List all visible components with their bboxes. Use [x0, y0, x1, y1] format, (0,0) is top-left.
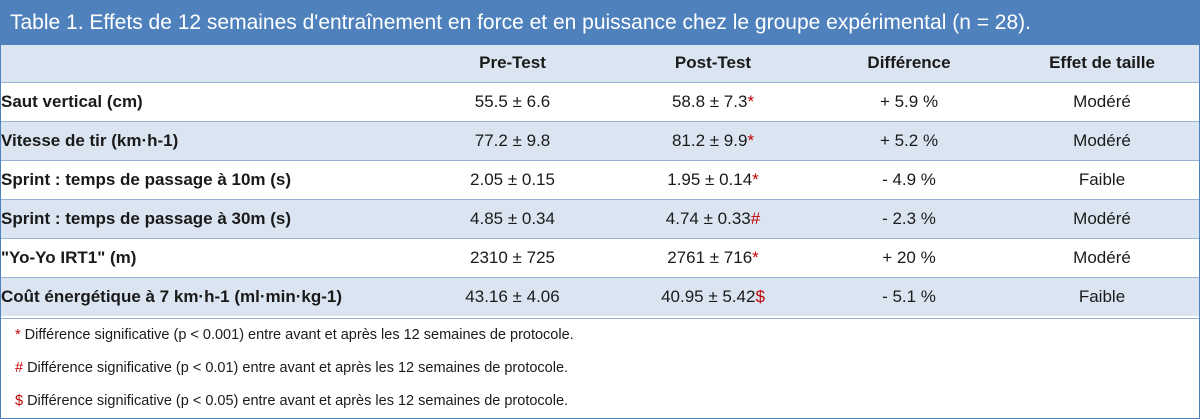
- table-row: Vitesse de tir (km·h-1) 77.2 ± 9.8 81.2 …: [1, 120, 1199, 160]
- post-test-cell: 58.8 ± 7.3*: [613, 81, 813, 121]
- column-header-label: [1, 45, 412, 82]
- effect-size-value: Modéré: [1005, 237, 1199, 277]
- significance-mark: #: [750, 208, 761, 228]
- footnote-text: Différence significative (p < 0.001) ent…: [24, 327, 574, 343]
- difference-value: + 5.9 %: [813, 81, 1005, 121]
- header-row: Pre-Test Post-Test Différence Effet de t…: [1, 45, 1199, 82]
- column-header-effect-size: Effet de taille: [1005, 45, 1199, 82]
- table-row: Sprint : temps de passage à 30m (s) 4.85…: [1, 198, 1199, 238]
- post-test-cell: 81.2 ± 9.9*: [613, 120, 813, 160]
- row-label: Vitesse de tir (km·h-1): [1, 120, 412, 160]
- pre-test-value: 55.5 ± 6.6: [412, 81, 613, 121]
- row-label: Sprint : temps de passage à 10m (s): [1, 159, 412, 199]
- effect-size-value: Modéré: [1005, 81, 1199, 121]
- column-header-post-test: Post-Test: [613, 45, 813, 82]
- table-row: Saut vertical (cm) 55.5 ± 6.6 58.8 ± 7.3…: [1, 81, 1199, 121]
- post-test-value: 81.2 ± 9.9: [671, 130, 748, 150]
- table-row: "Yo-Yo IRT1" (m) 2310 ± 725 2761 ± 716* …: [1, 237, 1199, 277]
- footnote-text: Différence significative (p < 0.01) entr…: [27, 360, 569, 376]
- results-table: Pre-Test Post-Test Différence Effet de t…: [1, 45, 1199, 316]
- post-test-cell: 4.74 ± 0.33#: [613, 198, 813, 238]
- pre-test-value: 2.05 ± 0.15: [412, 159, 613, 199]
- effect-size-value: Faible: [1005, 276, 1199, 316]
- difference-value: + 5.2 %: [813, 120, 1005, 160]
- row-label: Coût énergétique à 7 km·h-1 (ml·min·kg-1…: [1, 276, 412, 316]
- significance-mark: *: [752, 169, 759, 189]
- difference-value: + 20 %: [813, 237, 1005, 277]
- footnote-symbol: $: [15, 393, 24, 409]
- footnote-symbol: #: [15, 360, 24, 376]
- table-row: Coût énergétique à 7 km·h-1 (ml·min·kg-1…: [1, 276, 1199, 316]
- significance-mark: $: [755, 286, 765, 306]
- footnotes: * Différence significative (p < 0.001) en…: [1, 318, 1199, 418]
- column-header-pre-test: Pre-Test: [412, 45, 613, 82]
- difference-value: - 2.3 %: [813, 198, 1005, 238]
- post-test-cell: 40.95 ± 5.42$: [613, 276, 813, 316]
- table-row: Sprint : temps de passage à 10m (s) 2.05…: [1, 159, 1199, 199]
- pre-test-value: 4.85 ± 0.34: [412, 198, 613, 238]
- pre-test-value: 77.2 ± 9.8: [412, 120, 613, 160]
- pre-test-value: 2310 ± 725: [412, 237, 613, 277]
- effect-size-value: Modéré: [1005, 198, 1199, 238]
- row-label: Sprint : temps de passage à 30m (s): [1, 198, 412, 238]
- footnote: * Différence significative (p < 0.001) en…: [1, 319, 1199, 352]
- post-test-cell: 2761 ± 716*: [613, 237, 813, 277]
- row-label: Saut vertical (cm): [1, 81, 412, 121]
- footnote-symbol: *: [15, 327, 21, 343]
- row-label: "Yo-Yo IRT1" (m): [1, 237, 412, 277]
- significance-mark: *: [747, 91, 755, 111]
- post-test-cell: 1.95 ± 0.14*: [613, 159, 813, 199]
- effect-size-value: Modéré: [1005, 120, 1199, 160]
- difference-value: - 4.9 %: [813, 159, 1005, 199]
- post-test-value: 2761 ± 716: [667, 247, 753, 267]
- significance-mark: *: [747, 130, 755, 150]
- column-header-difference: Différence: [813, 45, 1005, 82]
- footnote-text: Différence significative (p < 0.05) entr…: [27, 393, 569, 409]
- post-test-value: 1.95 ± 0.14: [667, 169, 753, 189]
- post-test-value: 58.8 ± 7.3: [671, 91, 748, 111]
- pre-test-value: 43.16 ± 4.06: [412, 276, 613, 316]
- footnote: # Différence significative (p < 0.01) ent…: [1, 352, 1199, 385]
- post-test-value: 40.95 ± 5.42: [661, 286, 756, 306]
- footnote: $ Différence significative (p < 0.05) ent…: [1, 385, 1199, 418]
- difference-value: - 5.1 %: [813, 276, 1005, 316]
- effect-size-value: Faible: [1005, 159, 1199, 199]
- post-test-value: 4.74 ± 0.33: [665, 208, 751, 228]
- table-title: Table 1. Effets de 12 semaines d'entraîn…: [1, 1, 1199, 45]
- significance-mark: *: [752, 247, 759, 267]
